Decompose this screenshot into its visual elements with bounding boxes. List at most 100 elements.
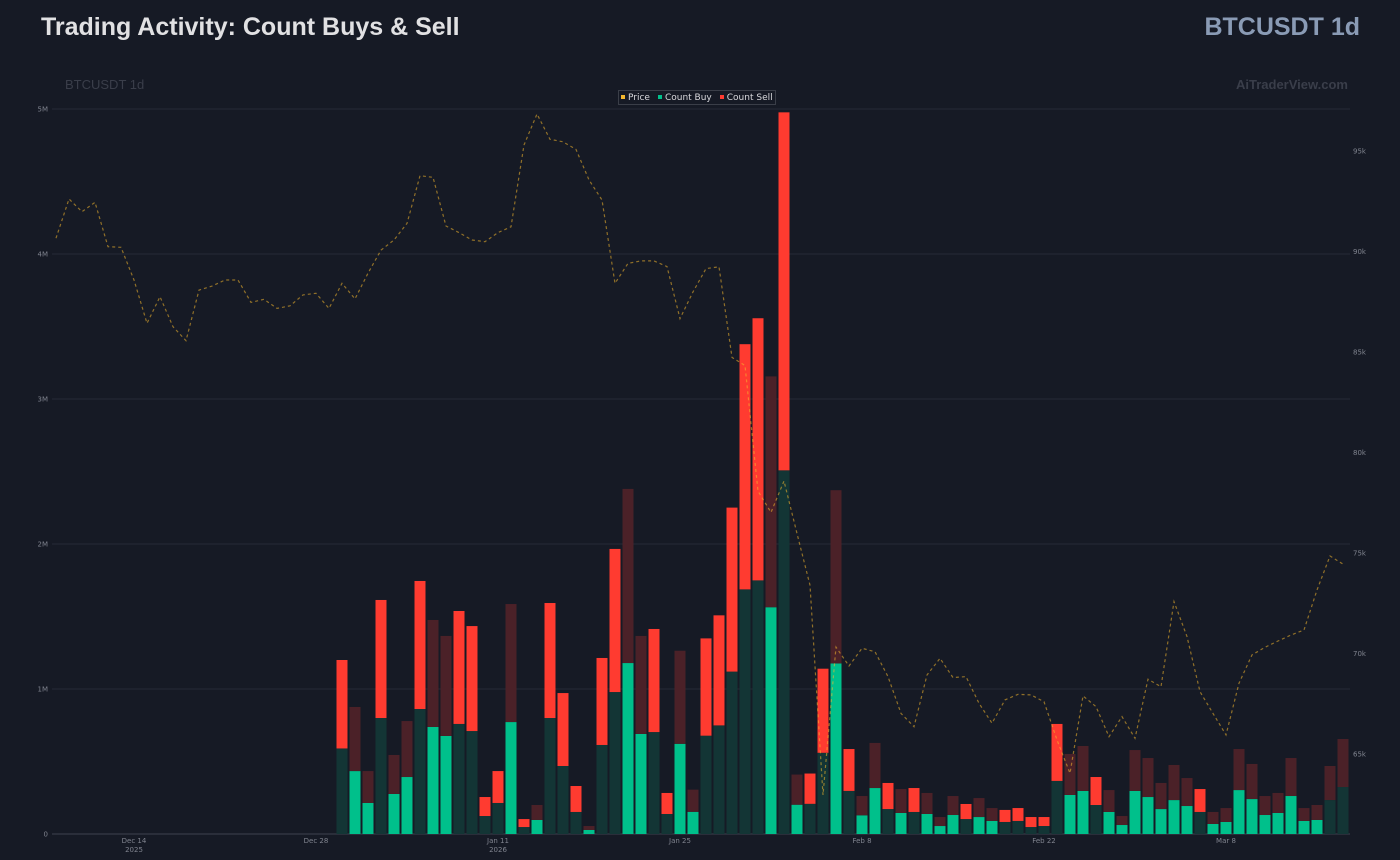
sell-bar <box>960 803 972 820</box>
page-title: Trading Activity: Count Buys & Sell <box>41 13 460 41</box>
legend-count-sell[interactable]: Count Sell <box>719 93 773 103</box>
buy-bar <box>1025 827 1037 834</box>
sell-bar <box>583 826 595 830</box>
sell-bar <box>778 112 790 471</box>
sell-bar <box>973 798 985 818</box>
sell-bar <box>570 786 582 812</box>
right-tick-label: 85k <box>1353 349 1367 357</box>
sell-bar <box>505 604 517 723</box>
sell-bar <box>895 789 907 813</box>
right-tick-label: 90k <box>1353 248 1367 256</box>
buy-bar <box>1285 796 1297 834</box>
sell-bar <box>804 773 816 804</box>
x-tick-year: 2026 <box>489 846 507 854</box>
sell-bar <box>947 796 959 816</box>
sell-bar <box>908 788 920 812</box>
sell-bar <box>466 626 478 732</box>
buy-bar <box>778 470 790 834</box>
sell-bar <box>1181 778 1193 807</box>
buy-bar <box>687 811 699 834</box>
buy-bar <box>375 718 387 834</box>
x-tick-label: Jan 11 <box>486 837 509 845</box>
sell-bar <box>1246 763 1258 800</box>
left-tick-label: 5M <box>38 106 49 114</box>
buy-bar <box>362 802 374 834</box>
buy-bar <box>947 815 959 834</box>
x-tick-label: Feb 22 <box>1032 837 1056 845</box>
buy-bar <box>1142 797 1154 834</box>
left-tick-label: 1M <box>38 686 49 694</box>
sell-bar <box>986 808 998 821</box>
buy-bar <box>700 735 712 834</box>
sell-bar <box>1207 811 1219 824</box>
buy-bar <box>388 793 400 834</box>
buy-bar <box>505 722 517 834</box>
buy-bar <box>934 826 946 834</box>
sell-bar <box>791 774 803 805</box>
buy-bar <box>440 735 452 834</box>
sell-bar <box>414 580 426 710</box>
buy-bar <box>765 607 777 834</box>
buy-bar <box>856 815 868 834</box>
buy-bar <box>1220 821 1232 834</box>
buy-bar <box>791 804 803 834</box>
sell-bar <box>661 792 673 814</box>
x-tick-label: Mar 8 <box>1216 837 1236 845</box>
sell-bar <box>843 749 855 791</box>
buy-bar <box>1337 787 1349 834</box>
watermark-brand: AiTraderView.com <box>1236 77 1348 92</box>
buy-bar <box>908 811 920 834</box>
sell-bar <box>362 771 374 803</box>
buy-bar <box>895 812 907 834</box>
sell-bar <box>648 628 660 733</box>
sell-bar <box>1155 782 1167 810</box>
buy-bar <box>609 692 621 834</box>
buy-bar <box>674 743 686 834</box>
buy-bar <box>492 802 504 834</box>
buy-bar <box>1129 790 1141 834</box>
buy-bar <box>739 589 751 834</box>
sell-bar <box>596 657 608 745</box>
buy-bar <box>1077 790 1089 834</box>
buy-bar <box>960 819 972 834</box>
left-tick-label: 4M <box>38 251 49 259</box>
buy-bar <box>1090 805 1102 834</box>
sell-bar <box>622 488 634 664</box>
legend-price[interactable]: Price <box>621 93 650 103</box>
sell-swatch-icon <box>719 95 724 99</box>
sell-bar <box>817 668 829 753</box>
buy-bar <box>921 813 933 834</box>
sell-bar <box>1285 758 1297 797</box>
symbol-label: BTCUSDT 1d <box>1204 13 1360 41</box>
sell-bar <box>1233 749 1245 791</box>
sell-bar <box>1116 816 1128 826</box>
buy-bar <box>843 790 855 834</box>
buy-bar <box>1051 780 1063 834</box>
buy-swatch-icon <box>657 95 662 99</box>
buy-bar <box>830 663 842 834</box>
sell-bar <box>1038 817 1050 827</box>
buy-bar <box>1233 790 1245 834</box>
sell-bar <box>1103 790 1115 812</box>
buy-bar <box>557 765 569 834</box>
x-tick-label: Dec 28 <box>304 837 329 845</box>
buy-bar <box>518 827 530 834</box>
sell-bar <box>726 507 738 672</box>
buy-bar <box>1012 820 1024 834</box>
buy-bar <box>635 733 647 834</box>
buy-bar <box>882 809 894 834</box>
buy-bar <box>1311 819 1323 834</box>
legend[interactable]: Price Count Buy Count Sell <box>618 90 776 105</box>
buy-bar <box>622 663 634 834</box>
buy-bar <box>1168 800 1180 834</box>
legend-count-buy[interactable]: Count Buy <box>657 93 712 103</box>
buy-bar <box>1324 800 1336 834</box>
sell-bar <box>1051 723 1063 781</box>
buy-bar <box>999 821 1011 834</box>
sell-bar <box>1168 764 1180 801</box>
sell-bar <box>531 805 543 820</box>
sell-bar <box>388 754 400 794</box>
left-tick-label: 0 <box>44 831 48 839</box>
buy-bar <box>1194 811 1206 834</box>
sell-bar <box>609 548 621 693</box>
